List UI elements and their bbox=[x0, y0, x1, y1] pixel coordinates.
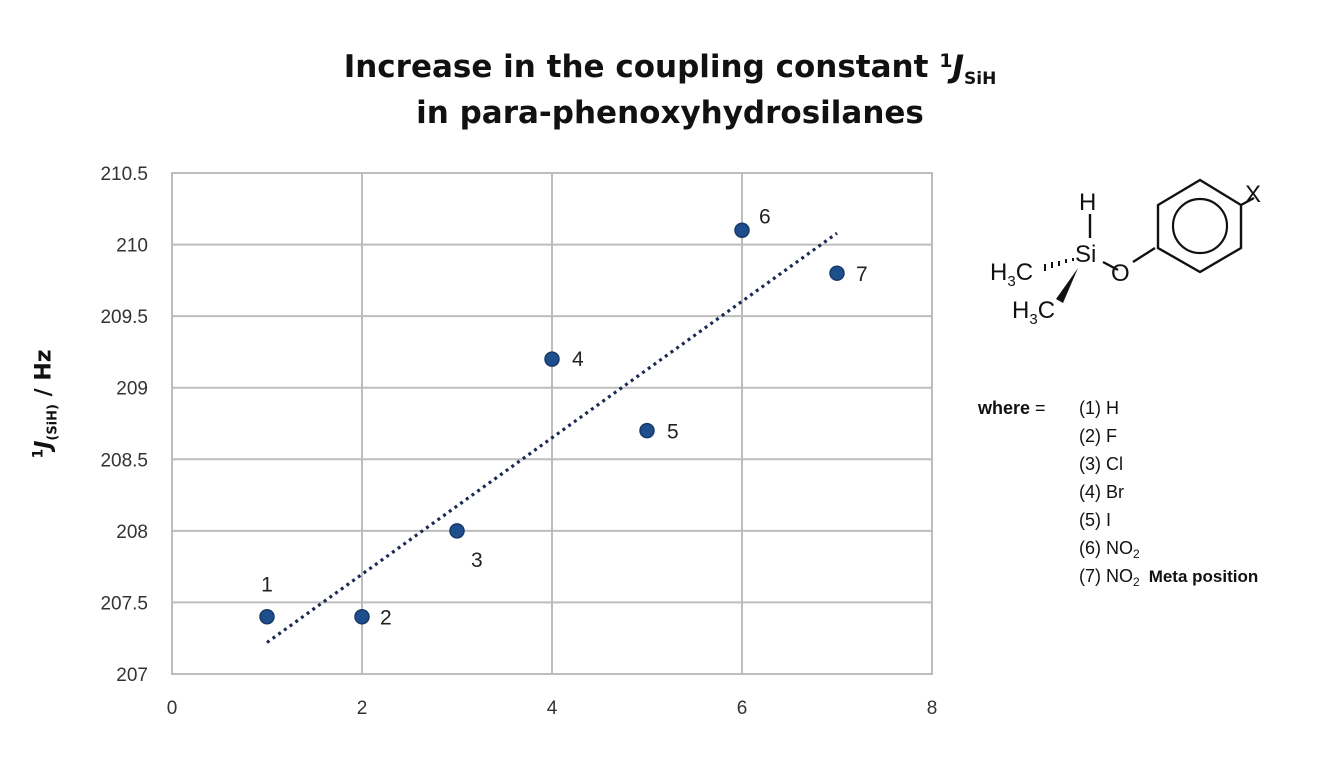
legend-item-number: (3) bbox=[1079, 454, 1106, 474]
legend-item-number: (2) bbox=[1079, 426, 1106, 446]
data-point-label-2: 2 bbox=[380, 607, 392, 630]
legend-item: (5) I bbox=[1079, 507, 1111, 534]
legend-item: (4) Br bbox=[1079, 479, 1124, 506]
legend-item-substituent: NO bbox=[1106, 538, 1133, 558]
legend-item-substituent: H bbox=[1106, 398, 1119, 418]
legend-item-number: (7) bbox=[1079, 566, 1106, 586]
chart-grid bbox=[171, 172, 933, 675]
legend-item-substituent: Br bbox=[1106, 482, 1124, 502]
atom-x: X bbox=[1245, 181, 1261, 208]
legend-item-substituent: Cl bbox=[1106, 454, 1123, 474]
x-tick-label: 4 bbox=[547, 698, 558, 719]
methyl-group-1: H3C bbox=[990, 259, 1033, 290]
y-tick-label: 207 bbox=[116, 665, 148, 686]
data-point-label-5: 5 bbox=[667, 421, 679, 444]
y-tick-label: 207.5 bbox=[100, 593, 148, 614]
legend-item-number: (4) bbox=[1079, 482, 1106, 502]
trendline-group bbox=[266, 231, 838, 644]
ring-x-bond bbox=[1240, 196, 1255, 207]
data-point-label-6: 6 bbox=[759, 205, 771, 228]
y-tick-label: 208 bbox=[116, 522, 148, 543]
data-point-2 bbox=[354, 608, 370, 625]
atom-si: Si bbox=[1075, 241, 1096, 268]
data-point-label-7: 7 bbox=[856, 263, 868, 286]
legend-item: (3) Cl bbox=[1079, 451, 1123, 478]
y-tick-label: 210 bbox=[116, 236, 148, 257]
o-ring-bond bbox=[1132, 246, 1156, 264]
legend-item-subscript: 2 bbox=[1133, 547, 1140, 561]
y-tick-label: 209.5 bbox=[100, 307, 148, 328]
hashed-wedge-bond bbox=[1044, 258, 1074, 271]
legend-where: where = bbox=[978, 398, 1046, 418]
legend-item-number: (5) bbox=[1079, 510, 1106, 530]
y-tick-label: 210.5 bbox=[100, 164, 148, 185]
data-point-1 bbox=[259, 608, 275, 625]
legend-item-substituent: F bbox=[1106, 426, 1117, 446]
x-tick-label: 8 bbox=[927, 698, 938, 719]
data-point-4 bbox=[544, 351, 560, 367]
legend-item-substituent: NO bbox=[1106, 566, 1133, 586]
data-point-7 bbox=[829, 265, 845, 281]
data-point-label-1: 1 bbox=[261, 574, 273, 597]
y-tick-label: 208.5 bbox=[100, 450, 148, 471]
data-points: 1 2 3 4 5 6 7 bbox=[259, 205, 868, 630]
legend-item-substituent: I bbox=[1106, 510, 1112, 530]
legend-item: (6) NO2 bbox=[1079, 535, 1140, 562]
data-point-label-3: 3 bbox=[471, 549, 483, 572]
solid-wedge-bond bbox=[1056, 268, 1078, 303]
legend-item-number: (1) bbox=[1079, 398, 1106, 418]
data-point-3 bbox=[449, 523, 465, 539]
x-tick-label: 6 bbox=[737, 698, 748, 719]
legend-item-note: Meta position bbox=[1148, 567, 1259, 586]
chart-title: Increase in the coupling constant 1JSiH … bbox=[170, 44, 1170, 136]
legend-item: (7) NO2 Meta position bbox=[1079, 563, 1258, 590]
benzene-ring bbox=[1156, 178, 1243, 274]
si-o-bond bbox=[1102, 260, 1119, 272]
data-point-5 bbox=[639, 422, 655, 439]
y-tick-label: 209 bbox=[116, 379, 148, 400]
chart-title-line-2: in para-phenoxyhydrosilanes bbox=[416, 95, 924, 131]
methyl-group-2: H3C bbox=[1012, 297, 1055, 328]
benzene-inner-ring bbox=[1171, 197, 1229, 255]
x-tick-label: 2 bbox=[357, 698, 368, 719]
data-point-6 bbox=[734, 222, 750, 239]
legend-item-subscript: 2 bbox=[1133, 575, 1140, 589]
legend-item: (2) F bbox=[1079, 423, 1117, 450]
chart-title-line-1: Increase in the coupling constant 1JSiH bbox=[343, 49, 997, 89]
data-point-label-4: 4 bbox=[572, 348, 584, 371]
x-tick-label: 0 bbox=[167, 698, 178, 719]
trendline bbox=[266, 231, 838, 644]
axis-ticks: 0 2 4 6 8 207 207.5 208 208.5 209 209.5 210 210.5 bbox=[100, 164, 937, 719]
legend-item: (1) H bbox=[1079, 395, 1119, 422]
atom-h-top: H bbox=[1079, 189, 1096, 216]
atom-o: O bbox=[1111, 260, 1130, 287]
legend-item-number: (6) bbox=[1079, 538, 1106, 558]
